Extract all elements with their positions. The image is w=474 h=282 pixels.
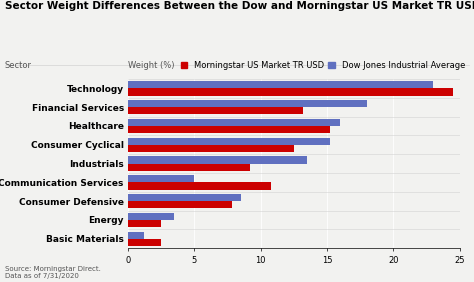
Bar (128, 239, 161, 246)
Bar (128, 107, 303, 114)
Bar (128, 220, 161, 227)
Bar (128, 182, 271, 190)
Bar (128, 119, 340, 126)
Bar (128, 157, 307, 164)
Bar (128, 194, 241, 201)
Text: Weight (%): Weight (%) (128, 61, 174, 70)
Bar (128, 88, 453, 96)
Bar (128, 81, 433, 88)
Text: Source: Morningstar Direct.
Data as of 7/31/2020: Source: Morningstar Direct. Data as of 7… (5, 266, 100, 279)
Bar (128, 145, 294, 152)
Bar (128, 138, 330, 145)
Bar (128, 232, 144, 239)
Bar (128, 164, 250, 171)
Bar (128, 213, 174, 220)
Bar (128, 100, 367, 107)
Text: Sector: Sector (5, 61, 32, 70)
Legend: Morningstar US Market TR USD, Dow Jones Industrial Average: Morningstar US Market TR USD, Dow Jones … (181, 61, 465, 70)
Text: Sector Weight Differences Between the Dow and Morningstar US Market TR USD: Sector Weight Differences Between the Do… (5, 1, 474, 11)
Bar (128, 175, 194, 182)
Bar (128, 126, 330, 133)
Bar (128, 201, 231, 208)
